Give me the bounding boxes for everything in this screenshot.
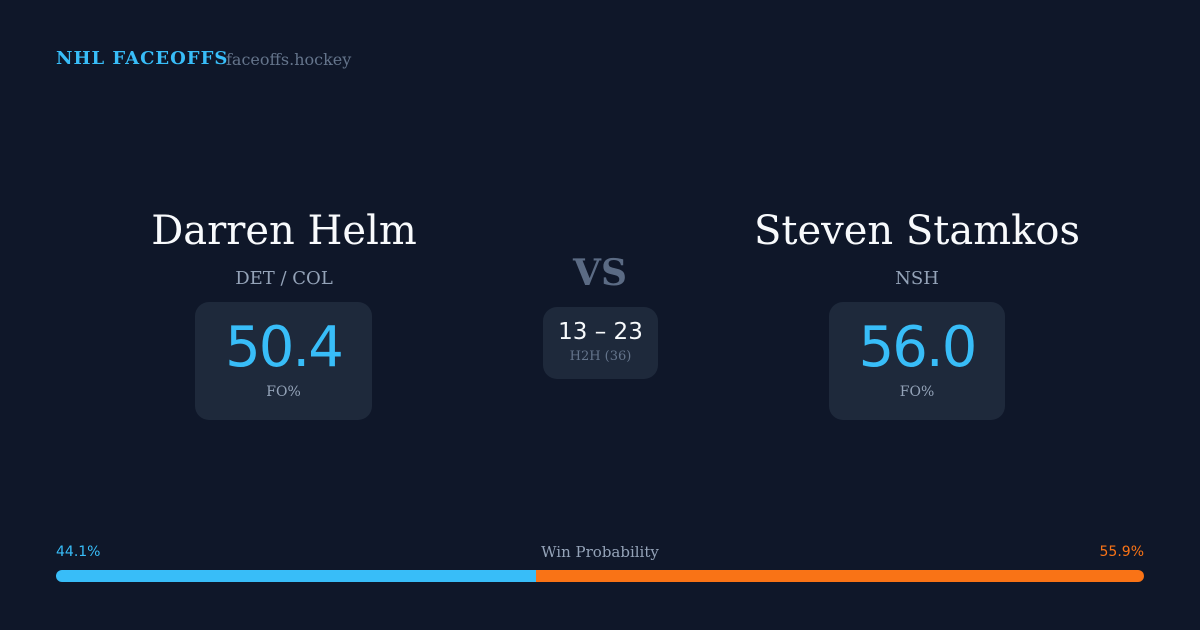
player1-fo-pct: 50.4 <box>225 315 344 380</box>
h2h-label: H2H (36) <box>569 349 632 364</box>
site-url: faceoffs.hockey <box>226 50 352 69</box>
player1-name: Darren Helm <box>151 208 417 254</box>
left-win-pct: 44.1% <box>56 544 101 560</box>
player1-fo-label: FO% <box>266 384 301 400</box>
player2-name: Steven Stamkos <box>754 208 1080 254</box>
win-probability-label: Win Probability <box>541 543 659 561</box>
player1-team: DET / COL <box>235 268 333 289</box>
vs-label: VS <box>573 252 627 294</box>
player2-fo-pct: 56.0 <box>858 315 978 380</box>
player1-panel: Darren Helm DET / COL <box>84 208 484 289</box>
player1-fo-card: 50.4 FO% <box>195 302 372 420</box>
right-win-pct: 55.9% <box>1099 544 1144 560</box>
win-probability-bar <box>56 570 1144 582</box>
right-probability-fill <box>535 570 1144 582</box>
h2h-score: 13 – 23 <box>558 319 643 345</box>
player2-panel: Steven Stamkos NSH <box>717 208 1117 289</box>
player2-team: NSH <box>895 268 939 289</box>
player2-fo-card: 56.0 FO% <box>829 302 1005 420</box>
h2h-card: 13 – 23 H2H (36) <box>543 307 658 379</box>
left-probability-fill <box>56 570 536 582</box>
player2-fo-label: FO% <box>899 384 935 400</box>
brand-title: NHL FACEOFFS <box>56 48 229 69</box>
